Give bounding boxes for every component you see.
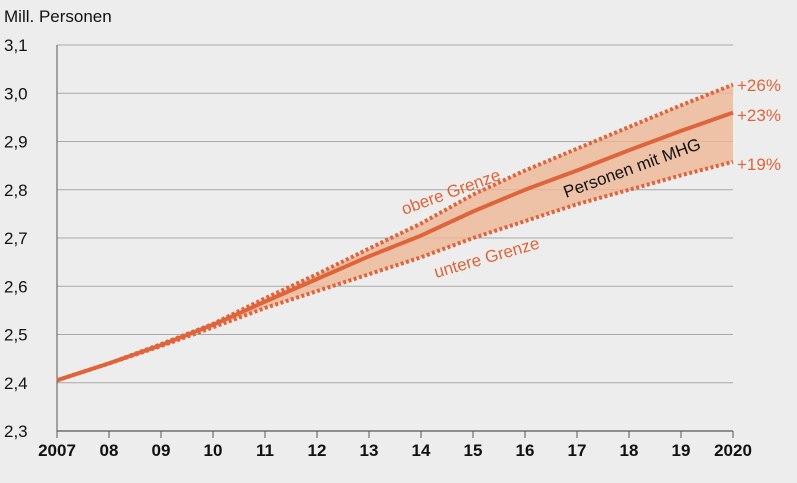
x-tick-label: 2020: [714, 441, 752, 460]
pct-main-label: +23%: [737, 106, 781, 125]
y-tick-labels: 2,3 2,4 2,5 2,6 2,7 2,8 2,9 3,0 3,1: [4, 36, 28, 441]
y-tick-label: 2,4: [4, 374, 28, 393]
x-tick-label: 17: [568, 441, 587, 460]
y-tick-label: 3,1: [4, 36, 28, 55]
y-tick-label: 3,0: [4, 84, 28, 103]
x-tick-label: 2007: [38, 441, 76, 460]
x-tick-label: 18: [620, 441, 639, 460]
y-tick-label: 2,3: [4, 422, 28, 441]
y-axis-label: Mill. Personen: [4, 7, 112, 26]
x-tick-label: 15: [464, 441, 483, 460]
x-tick-label: 12: [308, 441, 327, 460]
x-tick-label: 10: [204, 441, 223, 460]
x-tick-labels: 2007 08 09 10 11 12 13 14 15 16 17 18 19 2020: [38, 431, 752, 460]
confidence-band: [57, 85, 733, 381]
x-tick-label: 13: [360, 441, 379, 460]
y-tick-label: 2,7: [4, 229, 28, 248]
x-tick-label: 16: [516, 441, 535, 460]
pct-upper-label: +26%: [737, 76, 781, 95]
pct-lower-label: +19%: [737, 155, 781, 174]
x-tick-label: 19: [672, 441, 691, 460]
y-tick-label: 2,8: [4, 181, 28, 200]
x-tick-label: 11: [256, 441, 274, 460]
y-tick-label: 2,5: [4, 326, 28, 345]
y-tick-label: 2,9: [4, 133, 28, 152]
x-tick-label: 09: [152, 441, 171, 460]
x-tick-label: 14: [412, 441, 431, 460]
y-tick-label: 2,6: [4, 277, 28, 296]
x-tick-label: 08: [100, 441, 119, 460]
